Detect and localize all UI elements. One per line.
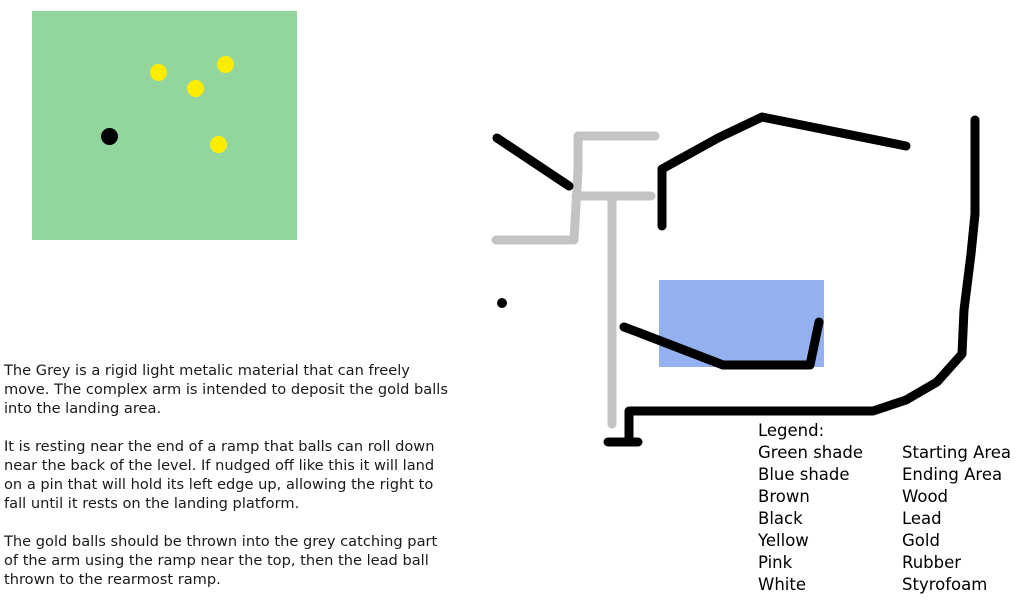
legend-meaning: Gold [902,531,940,550]
lead-ramp-left [492,133,574,191]
legend: Legend: Green shade Starting Area Blue s… [758,420,1024,596]
legend-meaning: Starting Area [902,443,1012,462]
legend-color: Green shade [758,443,864,462]
legend-color: White [758,575,806,594]
gold-ball[interactable] [150,64,167,81]
gold-ball[interactable] [187,80,204,97]
legend-entries: Green shade Starting Area Blue shade End… [758,442,1024,596]
grey-arm-upper[interactable] [491,131,660,245]
level-description: The Grey is a rigid light metalic materi… [4,361,454,600]
description-paragraph: The Grey is a rigid light metalic materi… [4,362,448,417]
legend-meaning: Ending Area [902,465,1003,484]
lead-ramp-top [657,112,911,231]
legend-color: Black [758,509,803,528]
grey-arm[interactable] [491,131,660,429]
lead-structures [492,112,980,447]
lead-catch-basin [619,317,824,370]
gold-ball[interactable] [210,136,227,153]
legend-meaning: Lead [902,509,942,528]
legend-meaning: Rubber [902,553,962,572]
legend-meaning: Styrofoam [902,575,988,594]
legend-title: Legend: [758,421,825,440]
lead-ball[interactable] [101,128,118,145]
description-paragraph: The gold balls should be thrown into the… [4,533,438,588]
starting-area[interactable] [32,11,297,240]
legend-color: Brown [758,487,810,506]
legend-color: Yellow [758,531,809,550]
gold-ball[interactable] [217,56,234,73]
legend-color: Pink [758,553,793,572]
description-paragraph: It is resting near the end of a ramp tha… [4,438,435,512]
legend-color: Blue shade [758,465,850,484]
legend-meaning: Wood [902,487,949,506]
lead-rear-wall-and-platform [603,115,980,447]
pin [497,298,507,308]
